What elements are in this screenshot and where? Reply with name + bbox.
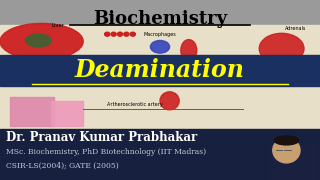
- Text: Dr. Pranav Kumar Prabhakar: Dr. Pranav Kumar Prabhakar: [6, 131, 198, 144]
- Ellipse shape: [181, 40, 197, 61]
- Ellipse shape: [111, 32, 116, 36]
- Text: Biochemistry: Biochemistry: [93, 10, 227, 28]
- Ellipse shape: [259, 33, 304, 64]
- Ellipse shape: [130, 32, 135, 36]
- Ellipse shape: [105, 32, 110, 36]
- Text: CSIR-LS(2004); GATE (2005): CSIR-LS(2004); GATE (2005): [6, 162, 119, 170]
- Ellipse shape: [273, 138, 300, 163]
- FancyBboxPatch shape: [269, 145, 317, 179]
- Ellipse shape: [124, 32, 129, 36]
- Bar: [0, 55, 320, 86]
- Ellipse shape: [150, 40, 170, 53]
- Ellipse shape: [274, 136, 299, 145]
- Text: Macrophages: Macrophages: [144, 32, 176, 37]
- Ellipse shape: [117, 32, 123, 36]
- Bar: [0, 0, 320, 25]
- Bar: [0, 25, 320, 129]
- Text: MSc. Biochemistry, PhD Biotechnology (IIT Madras): MSc. Biochemistry, PhD Biotechnology (II…: [6, 148, 206, 156]
- Ellipse shape: [26, 34, 51, 47]
- Ellipse shape: [160, 92, 179, 110]
- Text: Deamination: Deamination: [75, 58, 245, 82]
- Text: Artherosclerotic artery: Artherosclerotic artery: [107, 102, 162, 107]
- Text: Adrenals: Adrenals: [285, 26, 307, 31]
- Bar: [0, 129, 320, 180]
- Bar: [10, 97, 54, 126]
- Bar: [51, 101, 83, 126]
- Ellipse shape: [0, 23, 83, 59]
- Text: Liver: Liver: [51, 23, 64, 28]
